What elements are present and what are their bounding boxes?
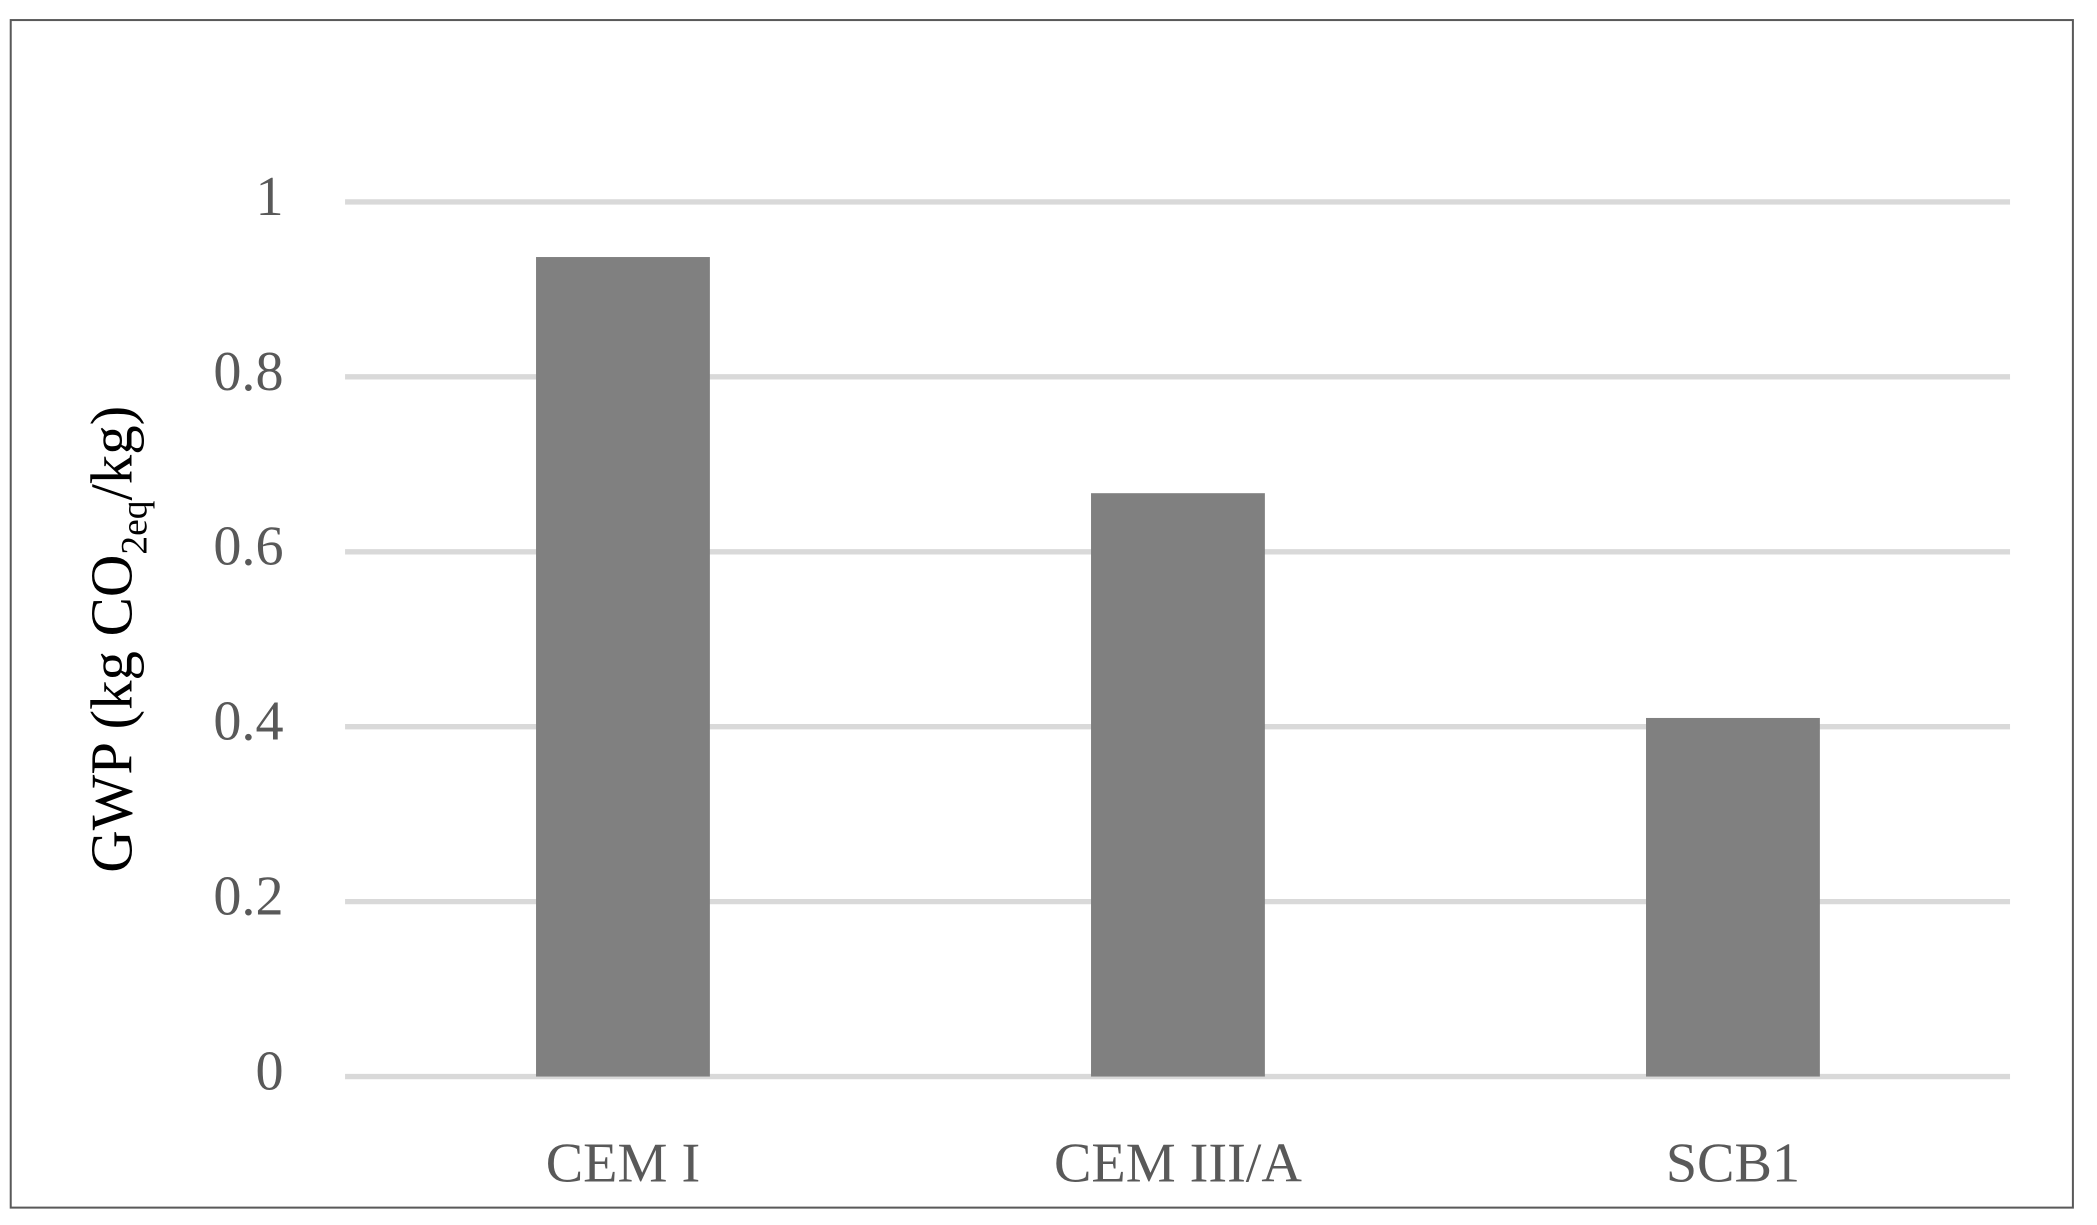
x-tick-label: CEM III/A [1054, 1133, 1302, 1195]
y-tick-label: 0.6 [213, 516, 283, 578]
y-tick-label: 0.8 [213, 341, 283, 403]
y-axis-label-main: GWP (kg CO [79, 555, 144, 873]
bar [1646, 717, 1820, 1077]
y-axis-label-end: /kg) [79, 406, 144, 501]
bar [536, 257, 710, 1077]
x-tick-label: SCB1 [1666, 1133, 1800, 1195]
x-tick-label: CEM I [546, 1133, 700, 1195]
y-axis-label: GWP (kg CO2eq/kg) [79, 406, 156, 873]
y-tick-label: 0 [255, 1040, 283, 1102]
y-tick-label: 0.4 [213, 691, 283, 753]
y-axis-label-subscript: 2eq [115, 500, 156, 554]
y-tick-label: 1 [255, 166, 283, 228]
bar [1091, 493, 1265, 1077]
y-tick-label: 0.2 [213, 866, 283, 928]
